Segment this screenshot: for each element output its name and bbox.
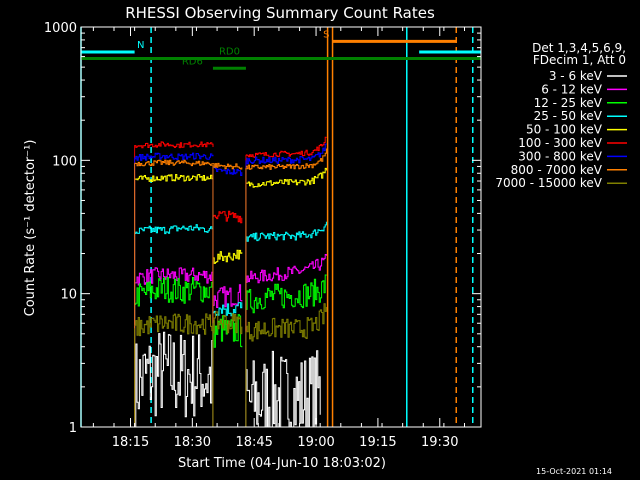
flag-label-decimation-6: RD6	[182, 56, 203, 67]
x-axis-label: Start Time (04-Jun-10 18:03:02)	[178, 456, 386, 471]
series-line-5-1	[213, 210, 243, 224]
series-line-6-1	[213, 166, 243, 176]
legend-label-2: 12 - 25 keV	[534, 96, 603, 110]
series-line-0-1	[245, 350, 321, 428]
series-line-8-1	[213, 311, 243, 335]
series-line-7-2	[245, 148, 327, 170]
legend-label-7: 800 - 7000 keV	[511, 163, 603, 177]
legend-label-0: 3 - 6 keV	[549, 69, 603, 83]
flag-label-decimation: RD0	[219, 47, 240, 58]
series-line-4-0	[134, 174, 214, 182]
series-line-5-0	[134, 141, 214, 149]
series-line-6-0	[134, 152, 214, 161]
series-line-6-2	[245, 143, 327, 165]
y-axis-label: Count Rate (s⁻¹ detector⁻¹)	[23, 140, 38, 317]
series-line-3-2	[245, 221, 327, 242]
series-line-0-0	[134, 331, 214, 428]
series-line-8-2	[245, 303, 327, 342]
legend-label-6: 300 - 800 keV	[518, 149, 602, 163]
x-tick-label-1: 18:30	[174, 435, 211, 450]
y-tick-label-0: 1	[69, 421, 77, 436]
flag-label-SAA: N	[137, 40, 144, 51]
legend-label-1: 6 - 12 keV	[541, 82, 603, 96]
timestamp: 15-Oct-2021 01:14	[536, 467, 612, 476]
legend-header-line-1: Det 1,3,4,5,6,9,	[532, 41, 626, 55]
x-tick-label-4: 19:15	[359, 435, 396, 450]
legend-label-4: 50 - 100 keV	[526, 123, 603, 137]
plot-frame	[80, 26, 482, 428]
series-line-2-0	[134, 277, 214, 307]
series-line-2-2	[245, 274, 327, 314]
y-tick-label-1: 10	[60, 288, 77, 303]
series-line-8-0	[134, 313, 214, 337]
series-line-3-0	[134, 224, 214, 235]
series-line-1-2	[245, 254, 327, 284]
plot-area	[134, 136, 327, 428]
y-tick-label-3: 1000	[44, 21, 77, 36]
flag-lines: N RD0 RD6 S	[81, 29, 481, 70]
x-tick-label-5: 19:30	[421, 435, 458, 450]
series-line-4-2	[245, 167, 327, 188]
series-line-1-0	[134, 267, 214, 286]
legend-header-line-2: FDecim 1, Att 0	[533, 53, 626, 67]
x-tick-label-0: 18:15	[112, 435, 149, 450]
series-line-5-2	[245, 136, 327, 158]
series-line-7-1	[213, 162, 243, 170]
series-line-4-1	[213, 249, 243, 264]
axes: 18:15 18:30 18:45 19:00 19:15 19:30 1 10 100 1000	[44, 21, 482, 450]
legend-label-8: 7000 - 15000 keV	[495, 176, 602, 190]
flag-label-attenuator: S	[323, 29, 329, 40]
series-line-7-0	[134, 159, 214, 167]
legend-label-5: 100 - 300 keV	[518, 136, 602, 150]
legend-label-3: 25 - 50 keV	[534, 109, 603, 123]
x-tick-label-3: 19:00	[297, 435, 334, 450]
chart-title: RHESSI Observing Summary Count Rates	[125, 4, 435, 22]
y-tick-label-2: 100	[52, 154, 77, 169]
x-tick-label-2: 18:45	[235, 435, 272, 450]
